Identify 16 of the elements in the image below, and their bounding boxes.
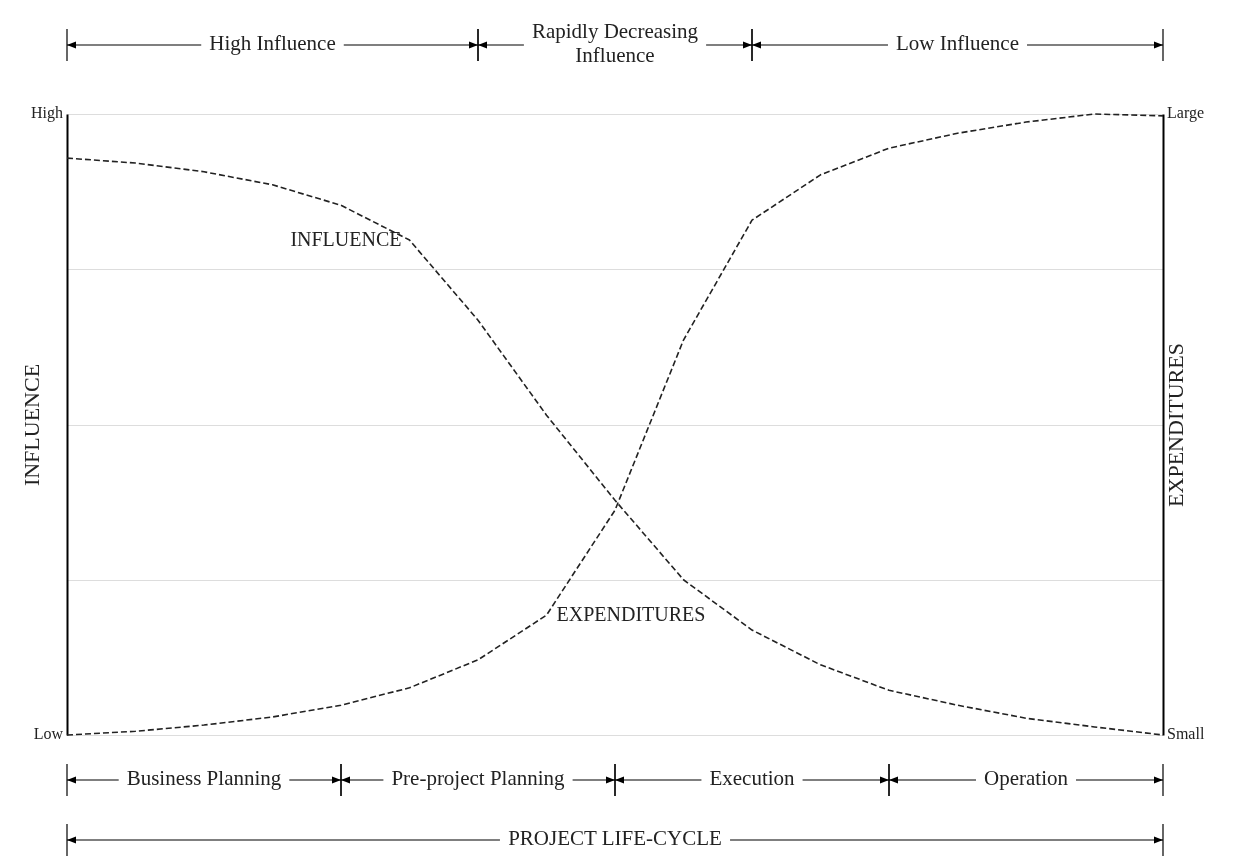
- text: Operation: [984, 765, 1069, 790]
- y2-axis-title: EXPENDITURES: [1162, 343, 1188, 507]
- series-label: INFLUENCE: [290, 228, 402, 251]
- text: Rapidly Decreasing Influence: [531, 18, 699, 67]
- x-axis-title: PROJECT LIFE-CYCLE: [508, 825, 722, 850]
- series-label: EXPENDITURES: [556, 603, 706, 626]
- y-axis-title: INFLUENCE: [18, 363, 44, 487]
- text: Small: [1167, 724, 1205, 742]
- text: Low: [33, 724, 64, 742]
- text: High Influence: [209, 30, 336, 55]
- text: Execution: [709, 765, 796, 790]
- text: Business Planning: [126, 765, 282, 790]
- text: Large: [1167, 103, 1205, 122]
- text: High: [31, 103, 63, 122]
- text: Pre-project Planning: [391, 765, 566, 790]
- text: Low Influence: [895, 30, 1020, 55]
